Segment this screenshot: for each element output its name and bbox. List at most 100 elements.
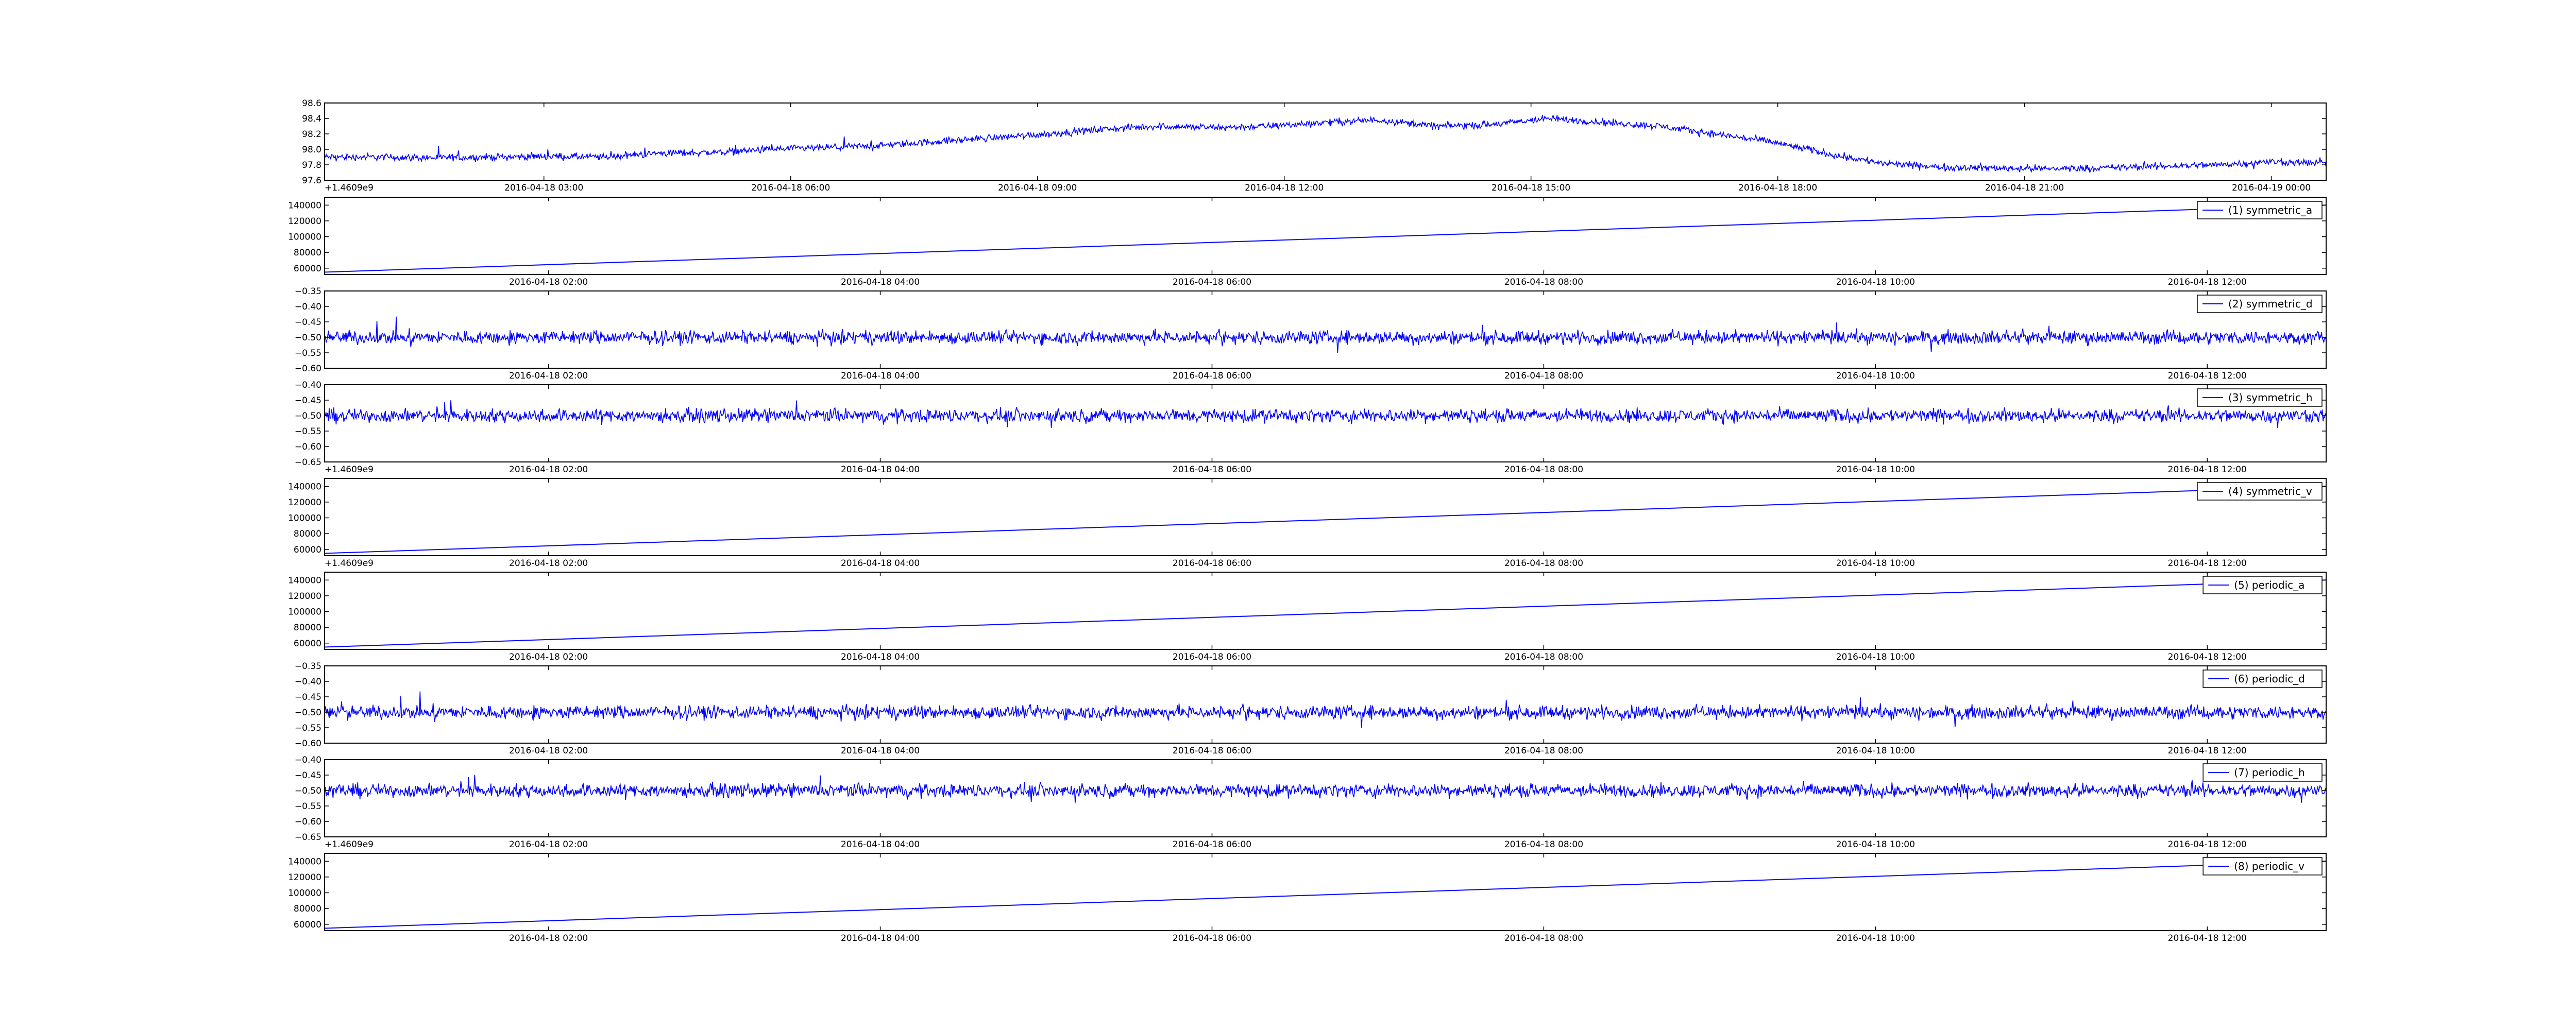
legend-label: (4) symmetric_v <box>2228 485 2312 497</box>
x-tick-label: 2016-04-19 00:00 <box>2232 183 2311 193</box>
legend: (2) symmetric_d <box>2197 295 2323 313</box>
panel-periodic_h: −0.40 −0.45 −0.50 −0.55 −0.60 −0.65 2016-04-18… <box>295 755 2327 850</box>
y-tick-label: 98.4 <box>302 114 321 124</box>
x-tick-label: 2016-04-18 04:00 <box>841 839 920 850</box>
y-tick-label: −0.50 <box>295 411 321 421</box>
x-tick-label: 2016-04-18 12:00 <box>1245 183 1324 193</box>
y-tick-label: −0.60 <box>295 817 321 827</box>
x-tick-label: 2016-04-18 10:00 <box>1836 558 1915 569</box>
x-tick-label: 2016-04-18 02:00 <box>509 746 588 756</box>
legend: (5) periodic_a <box>2202 576 2323 594</box>
x-tick-label: 2016-04-18 10:00 <box>1836 652 1915 662</box>
y-tick-label: −0.60 <box>295 364 321 374</box>
y-tick-label: 100000 <box>288 607 321 617</box>
panel-periodic_d: −0.35 −0.40 −0.45 −0.50 −0.55 −0.60 2016-04-18… <box>295 661 2327 756</box>
x-tick-label: 2016-04-18 12:00 <box>2168 652 2247 662</box>
x-tick-label: 2016-04-18 06:00 <box>1173 839 1251 850</box>
x-tick-label: 2016-04-18 12:00 <box>2168 465 2247 475</box>
y-tick-label: 100000 <box>288 513 321 524</box>
x-tick-label: 2016-04-18 06:00 <box>1173 277 1251 287</box>
x-tick-label: 2016-04-18 04:00 <box>841 933 920 943</box>
x-tick-label: 2016-04-18 12:00 <box>2168 839 2247 850</box>
axes-frame <box>324 759 2327 837</box>
legend-label: (1) symmetric_a <box>2228 204 2312 216</box>
y-tick-label: −0.45 <box>295 770 321 781</box>
legend-label: (7) periodic_h <box>2234 766 2305 779</box>
series-line <box>325 486 2326 554</box>
y-tick-label: 100000 <box>288 888 321 899</box>
x-tick-label: 2016-04-18 06:00 <box>1173 652 1251 662</box>
y-tick-label: 60000 <box>294 545 321 555</box>
x-tick-label: 2016-04-18 04:00 <box>841 652 920 662</box>
panel-periodic_v: 60000 80000 100000 120000 140000 2016-04-18 0… <box>288 853 2327 943</box>
x-tick-label: 2016-04-18 06:00 <box>1173 371 1251 381</box>
x-tick-label: 2016-04-18 08:00 <box>1504 371 1583 381</box>
y-tick-label: −0.35 <box>295 286 321 297</box>
x-tick-label: 2016-04-18 06:00 <box>1173 933 1251 943</box>
x-tick-label: 2016-04-18 02:00 <box>509 933 588 943</box>
x-tick-label: 2016-04-18 04:00 <box>841 277 920 287</box>
y-tick-label: −0.50 <box>295 786 321 796</box>
x-tick-label: 2016-04-18 10:00 <box>1836 371 1915 381</box>
y-tick-label: −0.40 <box>295 302 321 312</box>
x-tick-label: 2016-04-18 08:00 <box>1504 839 1583 850</box>
y-tick-label: 120000 <box>288 591 321 602</box>
y-tick-label: 60000 <box>294 920 321 930</box>
y-tick-label: 120000 <box>288 497 321 508</box>
x-tick-label: 2016-04-18 02:00 <box>509 277 588 287</box>
x-tick-label: 2016-04-18 02:00 <box>509 558 588 569</box>
y-tick-label: −0.45 <box>295 396 321 406</box>
legend-label: (5) periodic_a <box>2234 579 2304 591</box>
series-line <box>325 316 2326 353</box>
offset-label: +1.4609e9 <box>325 183 374 193</box>
y-tick-label: 140000 <box>288 856 321 867</box>
x-tick-label: 2016-04-18 06:00 <box>1173 465 1251 475</box>
y-tick-label: −0.45 <box>295 317 321 328</box>
x-tick-label: 2016-04-18 02:00 <box>509 371 588 381</box>
series-line <box>325 775 2326 803</box>
x-tick-label: 2016-04-18 06:00 <box>1173 558 1251 569</box>
y-tick-label: 120000 <box>288 872 321 883</box>
offset-label: +1.4609e9 <box>325 558 374 569</box>
x-tick-label: 2016-04-18 08:00 <box>1504 465 1583 475</box>
series-line <box>325 691 2326 728</box>
x-tick-label: 2016-04-18 18:00 <box>1738 183 1817 193</box>
y-tick-label: −0.50 <box>295 708 321 718</box>
legend: (3) symmetric_h <box>2197 388 2323 407</box>
y-tick-label: 140000 <box>288 482 321 492</box>
y-tick-label: 98.6 <box>302 98 321 109</box>
y-tick-label: 120000 <box>288 216 321 227</box>
y-tick-label: 140000 <box>288 200 321 211</box>
x-tick-label: 2016-04-18 15:00 <box>1492 183 1570 193</box>
y-tick-label: −0.35 <box>295 661 321 672</box>
x-tick-label: 2016-04-18 10:00 <box>1836 933 1915 943</box>
axes-frame <box>324 853 2327 931</box>
legend-label: (2) symmetric_d <box>2228 298 2313 310</box>
x-tick-label: 2016-04-18 06:00 <box>751 183 830 193</box>
y-tick-label: −0.55 <box>295 801 321 812</box>
x-tick-label: 2016-04-18 12:00 <box>2168 746 2247 756</box>
x-tick-label: 2016-04-18 04:00 <box>841 746 920 756</box>
y-tick-label: 80000 <box>294 904 321 914</box>
panel-main: 97.6 97.8 98.0 98.2 98.4 98.6 2016-04-18 03:00… <box>302 98 2327 193</box>
x-tick-label: 2016-04-18 03:00 <box>504 183 583 193</box>
series-line <box>325 115 2326 174</box>
x-tick-label: 2016-04-18 10:00 <box>1836 746 1915 756</box>
x-tick-label: 2016-04-18 02:00 <box>509 465 588 475</box>
y-tick-label: −0.55 <box>295 348 321 358</box>
x-tick-label: 2016-04-18 04:00 <box>841 558 920 569</box>
y-tick-label: 60000 <box>294 264 321 274</box>
x-tick-label: 2016-04-18 02:00 <box>509 652 588 662</box>
axes-frame <box>324 102 2327 181</box>
y-tick-label: −0.40 <box>295 677 321 687</box>
x-tick-label: 2016-04-18 08:00 <box>1504 746 1583 756</box>
axes-frame <box>324 197 2327 275</box>
y-tick-label: −0.65 <box>295 457 321 468</box>
axes-frame <box>324 384 2327 462</box>
x-tick-label: 2016-04-18 06:00 <box>1173 746 1251 756</box>
panel-symmetric_h: −0.40 −0.45 −0.50 −0.55 −0.60 −0.65 2016-04-18… <box>295 380 2327 475</box>
legend: (8) periodic_v <box>2202 857 2323 876</box>
y-tick-label: −0.40 <box>295 755 321 765</box>
x-tick-label: 2016-04-18 08:00 <box>1504 277 1583 287</box>
legend: (1) symmetric_a <box>2197 201 2323 219</box>
